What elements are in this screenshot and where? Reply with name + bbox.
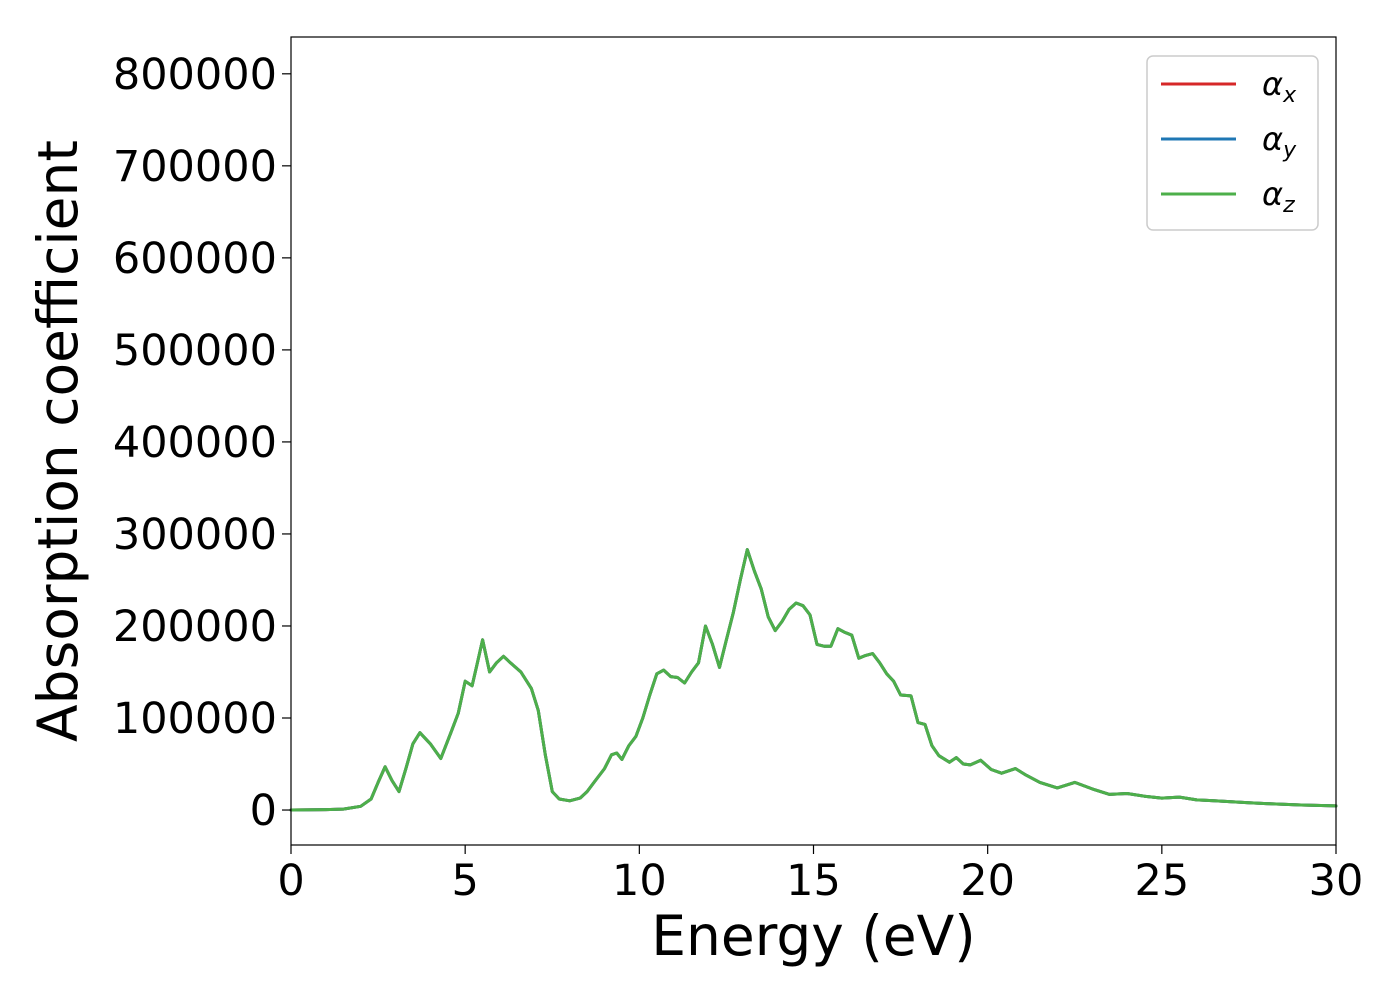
x-tick-label: 0 (277, 856, 304, 906)
y-tick-label: 600000 (113, 234, 277, 284)
legend: αx αy αz (1146, 55, 1319, 231)
y-tick-label: 700000 (113, 142, 277, 192)
y-tick-label: 0 (250, 786, 277, 836)
x-tick-label: 25 (1134, 856, 1189, 906)
plot-frame (290, 36, 1337, 846)
y-tick-label: 400000 (113, 418, 277, 468)
y-tick-label: 800000 (113, 50, 277, 100)
legend-label-x: αx (1262, 65, 1297, 108)
x-tick-label: 15 (786, 856, 841, 906)
y-axis-title: Absorption coefficient (26, 140, 90, 742)
y-tick-label: 500000 (113, 326, 277, 376)
legend-label-y: αy (1262, 120, 1297, 163)
y-tick-label: 100000 (113, 694, 277, 744)
tick-layer: 0 5 10 15 20 25 30 0 100000 200000 300000 400000 500… (113, 50, 1364, 906)
x-tick-label: 20 (960, 856, 1015, 906)
legend-box (1146, 55, 1319, 231)
legend-label-z: αz (1262, 175, 1295, 218)
x-tick-label: 30 (1309, 856, 1364, 906)
x-axis-title: Energy (eV) (651, 904, 975, 968)
y-tick-label: 300000 (113, 510, 277, 560)
series-layer (289, 548, 1338, 812)
series-line-z (289, 548, 1338, 812)
y-tick-label: 200000 (113, 602, 277, 652)
x-tick-label: 5 (451, 856, 478, 906)
x-tick-label: 10 (612, 856, 667, 906)
